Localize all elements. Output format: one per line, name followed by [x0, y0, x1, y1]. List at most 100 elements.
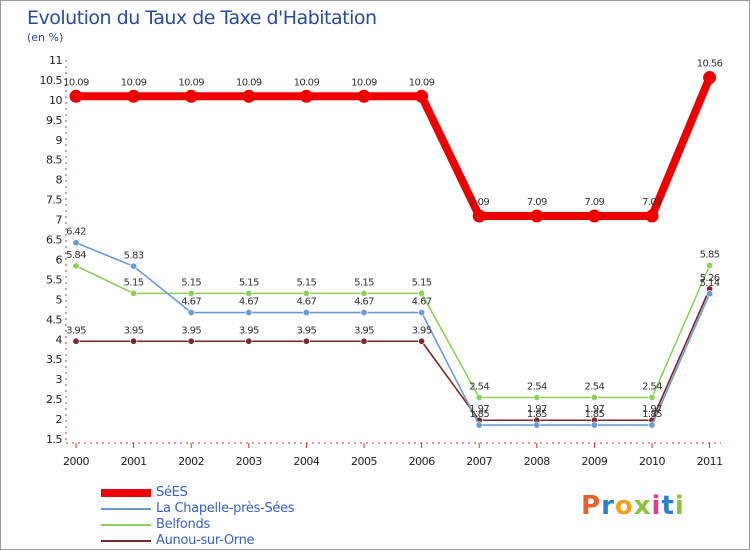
data-point [703, 71, 717, 85]
y-tick-label: 10.5 [40, 74, 63, 87]
data-label: 5.83 [124, 250, 144, 261]
legend-swatch [101, 508, 151, 510]
data-point [645, 209, 659, 223]
series-line-0 [76, 76, 714, 220]
data-point [302, 289, 310, 297]
y-tick-label: 2 [56, 413, 63, 426]
data-label: 10.09 [63, 77, 89, 88]
data-label: 1.97 [527, 404, 547, 415]
y-tick-label: 4.5 [46, 313, 62, 326]
data-point [418, 309, 426, 317]
y-tick-label: 2.5 [46, 393, 62, 406]
data-label: 1.85 [527, 409, 547, 420]
data-label: 10.09 [294, 77, 320, 88]
data-point [187, 289, 195, 297]
data-point [706, 290, 714, 298]
logo-letter: i [674, 491, 685, 521]
x-tick-label: 2001 [121, 455, 147, 468]
data-label: 3.95 [181, 325, 201, 336]
legend-swatch [101, 540, 151, 542]
y-tick-label: 8 [56, 174, 63, 187]
series-line-3 [76, 288, 711, 422]
data-point [299, 89, 313, 103]
data-point [360, 337, 368, 345]
x-tick-label: 2000 [63, 455, 89, 468]
data-label: 10.09 [236, 77, 262, 88]
y-tick-label: 9.5 [46, 114, 62, 127]
y-tick-label: 4 [56, 333, 63, 346]
data-label: 3.95 [239, 325, 259, 336]
data-label: 5.26 [700, 273, 720, 284]
logo-letter: r [601, 491, 615, 521]
data-point [245, 337, 253, 345]
x-tick-label: 2008 [524, 455, 550, 468]
data-label: 7.09 [527, 197, 547, 208]
y-tick-label: 5 [56, 293, 63, 306]
legend-label: La Chapelle-près-Sées [156, 501, 295, 516]
data-label: 1.97 [469, 404, 489, 415]
x-tick-label: 2004 [293, 455, 319, 468]
data-point [187, 337, 195, 345]
data-label: 5.84 [66, 250, 86, 261]
series-line-2 [75, 265, 711, 399]
data-point [533, 394, 541, 402]
data-label: 5.15 [296, 277, 316, 288]
data-label: 2.54 [469, 382, 489, 393]
data-label: 1.85 [584, 409, 604, 420]
y-tick-label: 3 [56, 373, 63, 386]
data-point [302, 337, 310, 345]
proxiti-logo: Proxiti [581, 491, 685, 521]
data-label: 2.54 [527, 382, 547, 393]
data-point [130, 262, 138, 270]
series-line-1 [75, 241, 711, 426]
data-point [245, 309, 253, 317]
y-tick-label: 1.5 [46, 433, 62, 446]
logo-letter: i [651, 491, 662, 521]
data-label: 7.09 [469, 197, 489, 208]
y-tick-label: 11 [49, 54, 62, 67]
data-point [245, 289, 253, 297]
data-point [130, 289, 138, 297]
data-label: 5.15 [239, 277, 259, 288]
data-label: 3.95 [412, 325, 432, 336]
data-point [418, 289, 426, 297]
data-label: 4.67 [181, 297, 201, 308]
data-label: 7.09 [584, 197, 604, 208]
data-point [706, 261, 714, 269]
data-point [72, 239, 80, 247]
y-tick-label: 10 [49, 94, 62, 107]
data-label: 3.95 [124, 325, 144, 336]
data-label: 5.15 [354, 277, 374, 288]
data-point [72, 337, 80, 345]
data-point [69, 89, 83, 103]
logo-letter: o [614, 491, 634, 521]
data-label: 10.09 [121, 77, 147, 88]
y-tick-label: 7.5 [46, 194, 62, 207]
x-tick-label: 2010 [639, 455, 665, 468]
data-label: 5.15 [181, 277, 201, 288]
data-point [357, 89, 371, 103]
legend-label: Belfonds [156, 517, 210, 532]
data-point [242, 89, 256, 103]
series-layer [69, 71, 717, 429]
y-tick-label: 6.5 [46, 234, 62, 247]
axes: 1.522.533.544.555.566.577.588.599.51010.… [40, 54, 724, 468]
data-point [590, 394, 598, 402]
data-label: 4.67 [412, 297, 432, 308]
data-label: 6.42 [66, 227, 86, 238]
data-label: 2.54 [584, 382, 604, 393]
data-point [472, 209, 486, 223]
data-label: 4.67 [239, 297, 259, 308]
chart-title: Evolution du Taux de Taxe d'Habitation [27, 7, 377, 29]
data-point [360, 309, 368, 317]
data-point [590, 421, 598, 429]
data-label: 2.54 [642, 382, 662, 393]
x-tick-label: 2003 [236, 455, 262, 468]
y-tick-label: 3.5 [46, 353, 62, 366]
data-point [533, 421, 541, 429]
data-label: 3.95 [354, 325, 374, 336]
data-label: 4.67 [296, 297, 316, 308]
data-point [587, 209, 601, 223]
